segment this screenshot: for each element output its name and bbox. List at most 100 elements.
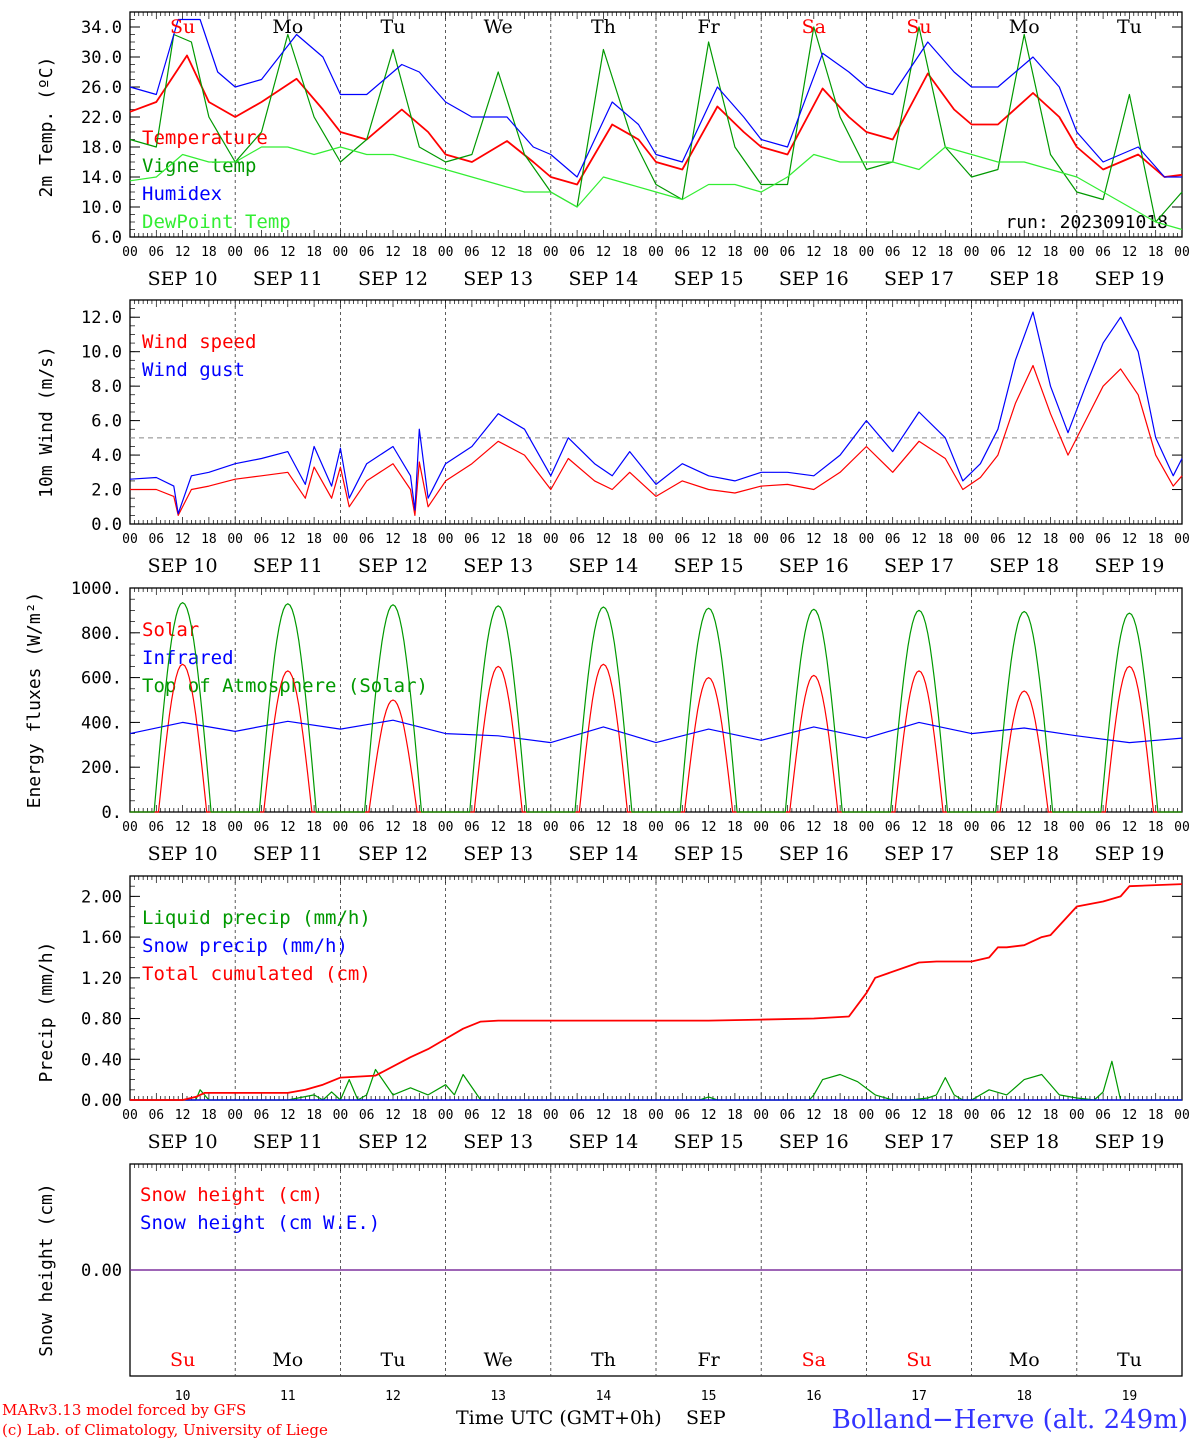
hour-tick-label: 12 <box>175 1108 191 1123</box>
hour-tick-label: 00 <box>648 532 664 547</box>
hour-tick-label: 00 <box>227 1108 243 1123</box>
y-tick-label: 34.0 <box>81 18 122 38</box>
hour-tick-label: 06 <box>254 1108 270 1123</box>
date-label: SEP 14 <box>568 1131 638 1153</box>
y-tick-label: 0.0 <box>91 515 122 535</box>
hour-tick-label: 00 <box>122 532 138 547</box>
date-label: SEP 19 <box>1094 1131 1164 1153</box>
hour-tick-label: 06 <box>990 820 1006 835</box>
y-tick-label: 200. <box>81 758 122 778</box>
run-label: run: 2023091018 <box>1005 212 1168 233</box>
hour-tick-label: 00 <box>333 1108 349 1123</box>
hour-tick-label: 18 <box>1043 532 1059 547</box>
legend-wind-speed: Wind speed <box>142 331 256 353</box>
hour-tick-label: 06 <box>780 820 796 835</box>
day-number: 16 <box>806 1389 822 1404</box>
legend-dewpoint: DewPoint Temp <box>142 211 291 233</box>
series-top-of-atmosphere-solar- <box>130 602 1182 813</box>
date-label: SEP 18 <box>989 843 1059 865</box>
hour-tick-label: 12 <box>596 1108 612 1123</box>
y-tick-label: 10.0 <box>81 343 122 363</box>
hour-tick-label: 06 <box>464 1108 480 1123</box>
hour-tick-label: 00 <box>964 820 980 835</box>
hour-tick-label: 00 <box>333 245 349 260</box>
hour-tick-label: 18 <box>517 245 533 260</box>
hour-tick-label: 12 <box>701 245 717 260</box>
hour-tick-label: 18 <box>517 532 533 547</box>
y-tick-label: 12.0 <box>81 308 122 328</box>
legend-liquid-precip: Liquid precip (mm/h) <box>142 907 371 929</box>
hour-tick-label: 00 <box>122 1108 138 1123</box>
legend-snow-precip: Snow precip (mm/h) <box>142 935 348 957</box>
day-number: 18 <box>1016 1389 1032 1404</box>
hour-tick-label: 06 <box>990 1108 1006 1123</box>
hour-tick-label: 12 <box>385 245 401 260</box>
hour-tick-label: 06 <box>464 820 480 835</box>
date-label: SEP 15 <box>674 1131 744 1153</box>
legend-solar: Solar <box>142 619 199 641</box>
hour-tick-label: 00 <box>1174 820 1190 835</box>
day-number: 19 <box>1122 1389 1138 1404</box>
hour-tick-label: 18 <box>832 532 848 547</box>
hour-tick-label: 18 <box>306 1108 322 1123</box>
hour-tick-label: 00 <box>438 245 454 260</box>
day-number: 17 <box>911 1389 927 1404</box>
hour-tick-label: 00 <box>1174 245 1190 260</box>
date-label: SEP 18 <box>989 555 1059 577</box>
hour-tick-label: 18 <box>306 245 322 260</box>
hour-tick-label: 18 <box>937 245 953 260</box>
panel-5 <box>129 1163 1183 1377</box>
hour-tick-label: 12 <box>1016 532 1032 547</box>
hour-tick-label: 18 <box>727 1108 743 1123</box>
hour-tick-label: 00 <box>648 245 664 260</box>
ylabel-energy: Energy fluxes (W/m²) <box>24 592 45 809</box>
hour-tick-label: 18 <box>306 532 322 547</box>
hour-tick-label: 06 <box>990 245 1006 260</box>
date-label: SEP 14 <box>568 843 638 865</box>
date-label: SEP 13 <box>463 268 533 290</box>
y-tick-label: 6.0 <box>91 412 122 432</box>
date-label: SEP 16 <box>779 1131 849 1153</box>
date-label: SEP 11 <box>253 268 323 290</box>
panel-frame <box>129 587 1183 813</box>
hour-tick-label: 12 <box>385 820 401 835</box>
hour-tick-label: 12 <box>1122 245 1138 260</box>
hour-tick-label: 00 <box>1174 1108 1190 1123</box>
legend-vigne-temp: Vigne temp <box>142 155 256 177</box>
hour-tick-label: 18 <box>201 1108 217 1123</box>
hour-tick-label: 18 <box>201 820 217 835</box>
hour-tick-label: 00 <box>648 1108 664 1123</box>
hour-tick-label: 12 <box>806 245 822 260</box>
hour-tick-label: 18 <box>201 532 217 547</box>
y-tick-label: 2.0 <box>91 481 122 501</box>
series-temperature <box>129 54 1183 186</box>
hour-tick-label: 18 <box>1043 1108 1059 1123</box>
hour-tick-label: 18 <box>517 820 533 835</box>
hour-tick-label: 12 <box>280 245 296 260</box>
hour-tick-label: 00 <box>964 245 980 260</box>
hour-tick-label: 00 <box>753 820 769 835</box>
panel-4 <box>129 875 1183 1101</box>
legend-temperature: Temperature <box>142 127 268 149</box>
y-tick-label: 6.0 <box>91 228 122 248</box>
day-number: 11 <box>280 1389 296 1404</box>
day-number: 12 <box>385 1389 401 1404</box>
hour-tick-label: 12 <box>911 820 927 835</box>
date-label: SEP 14 <box>568 555 638 577</box>
legend-humidex: Humidex <box>142 183 222 205</box>
hour-tick-label: 18 <box>1148 820 1164 835</box>
hour-tick-label: 18 <box>832 1108 848 1123</box>
hour-tick-label: 06 <box>1095 532 1111 547</box>
hour-tick-label: 00 <box>1174 532 1190 547</box>
ylabel-precip: Precip (mm/h) <box>36 942 57 1083</box>
date-label: SEP 14 <box>568 268 638 290</box>
hour-tick-label: 06 <box>254 532 270 547</box>
date-label: SEP 10 <box>148 555 218 577</box>
y-tick-label: 22.0 <box>81 108 122 128</box>
hour-tick-label: 00 <box>964 532 980 547</box>
hour-tick-label: 12 <box>701 532 717 547</box>
day-number: 13 <box>490 1389 506 1404</box>
date-label: SEP 12 <box>358 268 428 290</box>
hour-tick-label: 18 <box>517 1108 533 1123</box>
hour-tick-label: 12 <box>911 1108 927 1123</box>
